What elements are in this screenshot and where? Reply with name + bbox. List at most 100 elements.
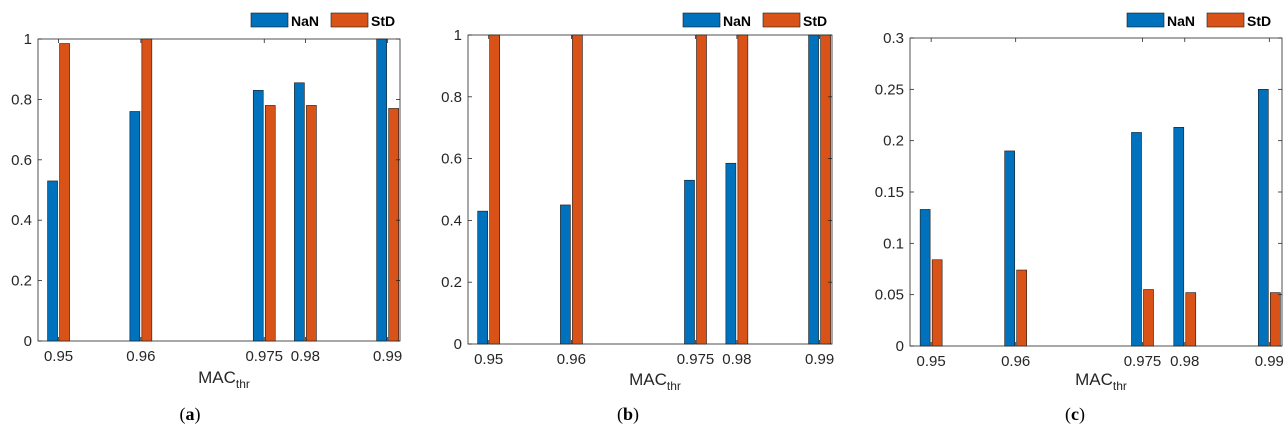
x-axis-label-subscript: thr [236,377,250,391]
x-tick-label: 0.96 [126,348,155,365]
bar-nan-0.99 [376,38,387,342]
x-axis-label: MACthr [629,370,681,393]
bar-std-0.98 [306,105,317,342]
y-tick-label: 0.4 [441,212,462,229]
y-tick-label: 0.2 [883,133,904,150]
panel-paren-open: ( [1065,404,1071,425]
bar-std-0.96 [1016,269,1027,347]
panel-paren-open: ( [180,404,186,425]
bar-std-0.99 [820,34,831,345]
bar-std-0.95 [59,43,70,342]
y-tick-label: 0.6 [441,151,462,168]
x-axis-label-main: MAC [198,368,236,387]
y-tick-label: 0.8 [11,91,32,108]
panel-label: (b) [617,404,639,425]
bar-nan-0.98 [294,82,305,342]
x-tick-label: 0.975 [245,348,283,365]
x-axis-label-subscript: thr [1113,379,1127,393]
y-tick-label: 1 [454,27,462,44]
panel-label: (a) [180,404,201,425]
legend-label-nan: NaN [1167,13,1195,29]
x-tick-label: 0.975 [1124,353,1162,370]
bar-std-0.96 [572,34,583,345]
x-axis-label: MACthr [198,368,250,391]
legend-label-nan: NaN [291,13,319,29]
y-tick-label: 0 [454,336,462,353]
y-tick-label: 0.05 [875,287,904,304]
y-tick-label: 0.1 [883,235,904,252]
bar-nan-0.99 [808,34,819,345]
panel-paren-close: ) [195,404,201,425]
bar-nan-0.95 [47,180,58,342]
panel-paren-close: ) [1079,404,1085,425]
legend-swatch-std [1206,12,1245,28]
x-axis-label-main: MAC [629,370,667,389]
bar-std-0.95 [931,259,943,347]
plot-area [37,38,401,342]
bar-nan-0.975 [252,90,264,342]
x-tick-label: 0.98 [722,351,751,368]
y-tick-label: 0.8 [441,89,462,106]
legend-label-std: StD [1247,13,1271,29]
legend-swatch-nan [682,12,721,28]
y-tick-label: 0.2 [441,274,462,291]
bar-nan-0.96 [560,204,571,345]
x-tick-label: 0.98 [291,348,320,365]
y-tick-label: 0.2 [11,273,32,290]
y-tick-label: 0.3 [883,30,904,47]
panel-paren-close: ) [633,404,639,425]
bar-nan-0.96 [129,111,141,342]
bar-nan-0.98 [1173,127,1185,347]
bar-std-0.95 [489,34,500,345]
y-tick-label: 0.15 [875,184,904,201]
chart-panel-a: 0 0.2 0.4 0.6 0.8 1 0.95 0.96 0.975 0.98 0.99 MACth… [11,12,402,425]
y-tick-label: 0 [24,333,32,350]
bar-std-0.975 [264,105,276,342]
x-axis-label-subscript: thr [667,379,681,393]
legend-label-std: StD [803,13,827,29]
legend-label-nan: NaN [723,13,751,29]
chart-panel-b: 0 0.2 0.4 0.6 0.8 1 0.95 0.96 0.975 0.98 0.99 MACth… [441,12,834,425]
bar-nan-0.98 [725,162,737,345]
bar-std-0.98 [737,34,749,345]
x-tick-label: 0.95 [44,348,73,365]
bar-std-0.96 [141,38,153,342]
x-tick-label: 0.95 [917,353,946,370]
x-axis-label-main: MAC [1075,370,1113,389]
bar-nan-0.95 [477,210,488,345]
y-tick-label: 0.25 [875,81,904,98]
plot-area [467,34,833,345]
panel-letter: a [186,404,195,424]
bar-nan-0.975 [684,179,695,345]
bar-std-0.975 [1143,289,1154,347]
legend-swatch-nan [1126,12,1165,28]
y-tick-label: 0 [896,338,904,355]
plot-area [909,37,1283,347]
legend-swatch-std [762,12,801,28]
x-tick-label: 0.99 [1255,353,1284,370]
y-tick-label: 1 [24,31,32,48]
bar-std-0.98 [1185,292,1197,347]
bar-nan-0.96 [1004,150,1015,347]
legend-label-std: StD [371,13,395,29]
bar-nan-0.975 [1131,132,1142,347]
x-tick-label: 0.96 [557,351,586,368]
panel-letter: c [1071,404,1079,424]
y-tick-label: 0.6 [11,152,32,169]
x-tick-label: 0.99 [805,351,834,368]
x-tick-label: 0.975 [677,351,715,368]
bar-std-0.975 [696,34,707,345]
legend-swatch-nan [250,12,289,28]
x-tick-label: 0.96 [1001,353,1030,370]
panel-letter: b [623,404,633,424]
x-tick-label: 0.98 [1170,353,1199,370]
panel-label: (c) [1065,404,1085,425]
y-tick-label: 0.4 [11,212,32,229]
bar-std-0.99 [388,108,399,342]
chart-panel-c: 0 0.05 0.1 0.15 0.2 0.25 0.3 0.95 0.96 0.975 0.98 0… [875,12,1284,425]
x-tick-label: 0.99 [373,348,402,365]
x-axis-label: MACthr [1075,370,1127,393]
bar-nan-0.95 [919,209,931,347]
legend-swatch-std [330,12,369,28]
